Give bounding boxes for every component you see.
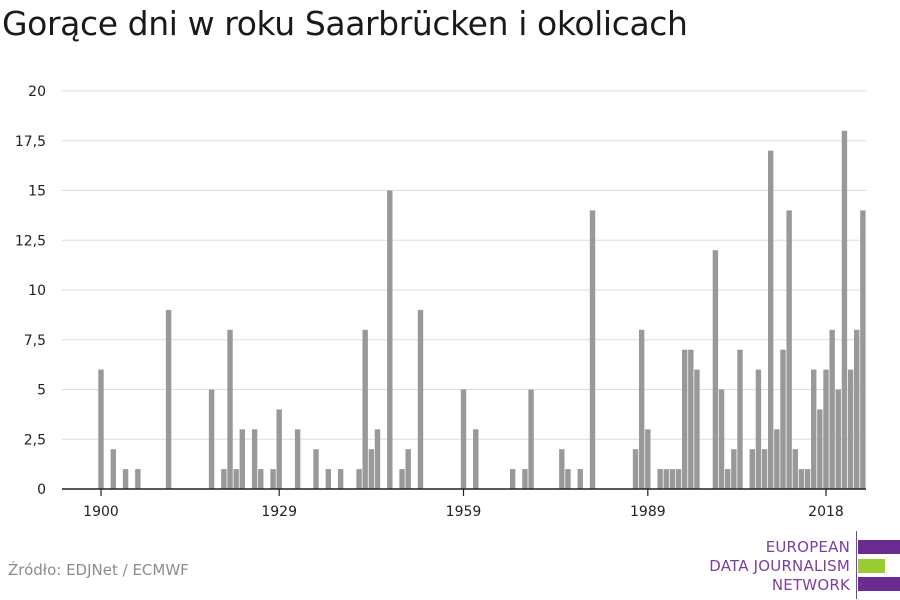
bar-2024 (860, 210, 866, 489)
bar-1959 (460, 389, 467, 489)
bar-2016 (811, 369, 817, 489)
bar-1942 (356, 469, 362, 489)
bar-1902 (110, 449, 116, 489)
bar-2006 (749, 449, 755, 489)
y-tick-label: 20 (28, 84, 46, 100)
y-tick-label: 15 (28, 184, 46, 200)
x-tick-label: 1959 (446, 504, 482, 520)
bar-1911 (165, 309, 172, 489)
bar-1993 (669, 469, 676, 489)
gridlines (62, 90, 866, 440)
x-tick-label: 1929 (261, 504, 297, 520)
bar-1961 (473, 429, 479, 489)
bar-2011 (780, 349, 786, 489)
bar-2009 (768, 150, 774, 489)
x-tick-label: 2018 (808, 504, 844, 520)
y-axis-labels: 0 2,5 5 7,5 10 12,5 15 17,5 20 (15, 84, 46, 498)
bar-1950 (405, 449, 411, 489)
y-tick-label: 10 (28, 283, 46, 299)
bar-1988 (638, 329, 645, 489)
bar-1947 (387, 190, 393, 489)
bar-1918 (208, 389, 215, 489)
bar-1920 (221, 469, 227, 489)
bar-2001 (718, 389, 725, 489)
bar-2008 (761, 449, 768, 489)
bar-1935 (313, 449, 319, 489)
bar-1945 (374, 429, 381, 489)
bar-2014 (798, 469, 805, 489)
y-tick-label: 2,5 (24, 432, 46, 448)
bar-2022 (847, 369, 854, 489)
bar-1980 (589, 210, 596, 489)
bar-1922 (233, 469, 239, 489)
bar-1921 (227, 329, 233, 489)
bar-1952 (417, 309, 424, 489)
bar-1939 (337, 469, 344, 489)
bar-1943 (362, 329, 368, 489)
chart-title: Gorące dni w roku Saarbrücken i okolicac… (2, 4, 688, 43)
bar-1969 (522, 469, 528, 489)
bars (98, 130, 866, 490)
bar-1991 (657, 469, 663, 489)
bar-1989 (645, 429, 651, 489)
bar-1949 (399, 469, 405, 489)
bar-1994 (675, 469, 682, 489)
bar-2003 (731, 449, 737, 489)
bar-2004 (737, 349, 743, 489)
bar-1926 (258, 469, 264, 489)
bar-1937 (325, 469, 332, 489)
bar-1904 (122, 469, 129, 489)
bar-2007 (755, 369, 762, 489)
bar-1975 (559, 449, 565, 489)
bar-1992 (663, 469, 669, 489)
x-axis-ticks: 1900 1929 1959 1989 2018 (83, 489, 844, 520)
bar-2023 (854, 329, 860, 489)
bar-1932 (294, 429, 301, 489)
y-tick-label: 5 (37, 383, 46, 399)
bar-2015 (804, 469, 811, 489)
bar-1997 (694, 369, 700, 489)
y-tick-label: 17,5 (15, 134, 46, 150)
x-tick-label: 1989 (630, 504, 666, 520)
bar-2002 (724, 469, 731, 489)
bar-2021 (841, 130, 848, 490)
bar-1906 (135, 469, 141, 489)
y-tick-label: 12,5 (15, 233, 46, 249)
bar-2019 (829, 329, 835, 489)
bar-1970 (528, 389, 534, 489)
bar-2018 (823, 369, 829, 489)
bar-1996 (688, 349, 694, 489)
bar-2012 (786, 210, 792, 489)
y-tick-label: 0 (37, 482, 46, 498)
bar-2020 (835, 389, 841, 489)
y-tick-label: 7,5 (24, 333, 46, 349)
bar-1944 (368, 449, 375, 489)
bar-1925 (251, 429, 258, 489)
bar-1928 (270, 469, 276, 489)
source-note: Źródło: EDJNet / ECMWF (8, 561, 189, 579)
bar-1929 (276, 409, 282, 489)
bar-1978 (577, 469, 583, 489)
bar-2017 (817, 409, 823, 489)
bar-1995 (681, 349, 688, 489)
bar-2010 (774, 429, 780, 489)
bar-2000 (712, 250, 719, 489)
bar-2013 (792, 449, 798, 489)
bar-1967 (509, 469, 516, 489)
bar-1987 (632, 449, 639, 489)
bar-1976 (565, 469, 571, 489)
bar-1923 (239, 429, 246, 489)
bar-1900 (98, 369, 104, 489)
x-tick-label: 1900 (83, 504, 119, 520)
